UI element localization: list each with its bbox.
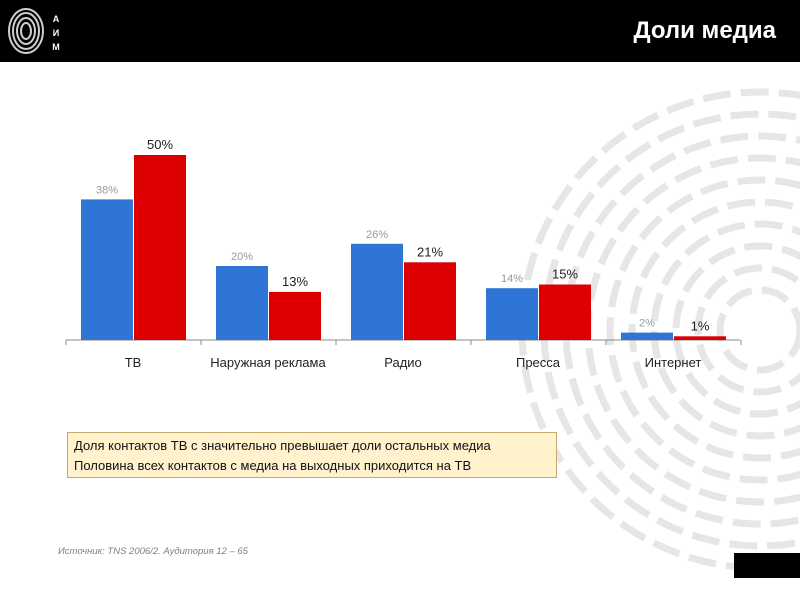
fingerprint-logo-icon: А И М: [8, 8, 60, 54]
category-label-4: Интернет: [645, 355, 702, 370]
svg-text:А: А: [53, 14, 60, 24]
source-note: Источник: TNS 2006/2. Аудитория 12 – 65: [58, 546, 248, 557]
bar-series1-1: [216, 266, 268, 340]
data-label-series1-3: 14%: [501, 273, 523, 285]
info-box: Доля контактов ТВ с значительно превышае…: [67, 432, 557, 478]
data-label-series1-4: 2%: [639, 318, 655, 330]
bar-series2-2: [404, 262, 456, 340]
category-label-3: Пресса: [516, 355, 561, 370]
category-label-1: Наружная реклама: [210, 355, 326, 370]
data-label-series2-0: 50%: [147, 137, 173, 152]
bar-series2-0: [134, 155, 186, 340]
info-line-1: Доля контактов ТВ с значительно превышае…: [74, 438, 491, 453]
data-label-series1-2: 26%: [366, 229, 388, 241]
data-label-series1-0: 38%: [96, 184, 118, 196]
info-line-2: Половина всех контактов с медиа на выход…: [74, 458, 472, 473]
svg-text:М: М: [52, 42, 60, 52]
category-label-0: ТВ: [125, 355, 142, 370]
data-label-series2-1: 13%: [282, 274, 308, 289]
bar-series2-1: [269, 291, 321, 340]
bar-series1-2: [351, 243, 403, 340]
data-label-series1-1: 20%: [231, 251, 253, 263]
data-label-series2-3: 15%: [552, 267, 578, 282]
svg-text:И: И: [53, 28, 59, 38]
corner-block: [734, 553, 800, 578]
bar-series2-4: [674, 336, 726, 340]
bar-series1-3: [486, 288, 538, 340]
bar-series2-3: [539, 284, 591, 340]
category-label-2: Радио: [384, 355, 422, 370]
header-bar: А И М Доли медиа: [0, 0, 800, 62]
bar-series1-4: [621, 332, 673, 340]
page-title: Доли медиа: [633, 17, 776, 44]
media-share-chart: 38% 50% ТВ 20% 13% Наружная реклама 26% 21% Ради…: [65, 137, 742, 370]
data-label-series2-2: 21%: [417, 244, 443, 259]
data-label-series2-4: 1%: [691, 318, 710, 333]
bar-series1-0: [81, 199, 133, 340]
